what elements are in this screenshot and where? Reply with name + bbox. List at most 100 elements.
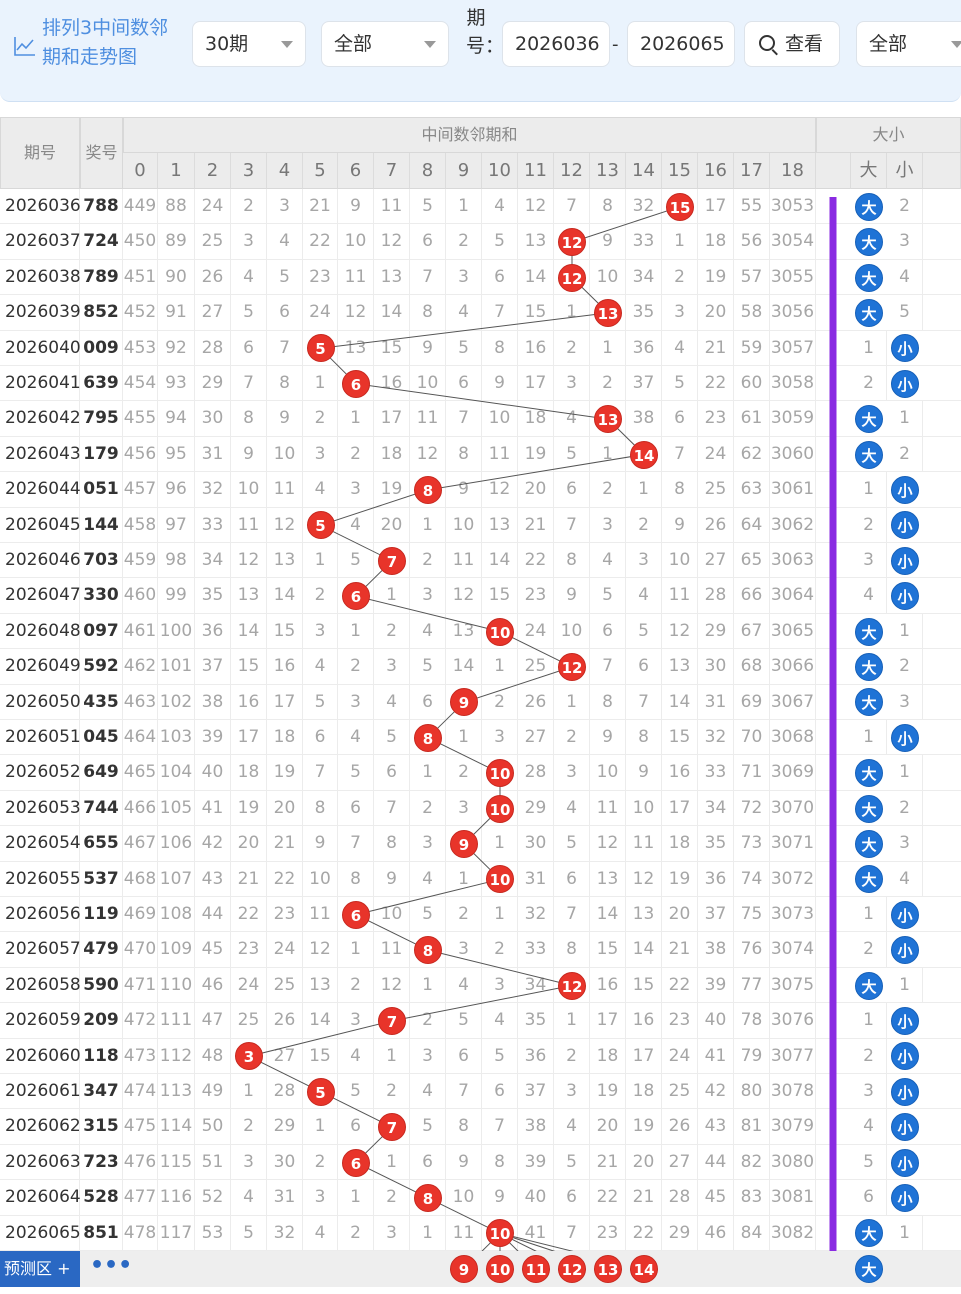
- predict-button[interactable]: 预测区 +: [0, 1251, 80, 1287]
- value-cell: 7: [554, 507, 590, 543]
- value-cell: 13: [662, 649, 698, 685]
- value-cell: 2: [446, 897, 482, 933]
- value-cell: 3058: [770, 366, 816, 402]
- value-cell: 3067: [770, 684, 816, 720]
- value-cell: 3: [303, 436, 338, 473]
- big-omit-cell: 2: [851, 507, 887, 543]
- value-cell: 12: [626, 861, 662, 897]
- filter-select[interactable]: 全部: [321, 21, 449, 67]
- value-cell: 77: [734, 967, 770, 1004]
- value-cell: 8: [590, 189, 626, 225]
- issue-from-input[interactable]: 2026036: [502, 21, 610, 67]
- hit-ball: 8: [414, 723, 442, 752]
- small-header: 小: [887, 153, 923, 189]
- value-cell: 12: [482, 472, 518, 508]
- value-cell: 72: [734, 790, 770, 827]
- value-cell: 18: [374, 436, 410, 473]
- value-cell: 73: [734, 826, 770, 862]
- value-cell: 1: [590, 330, 626, 366]
- row-divider: [0, 860, 961, 862]
- value-cell: 460: [123, 578, 158, 614]
- value-cell: 474: [123, 1074, 158, 1110]
- prize-cell: 703: [80, 543, 123, 579]
- num-header-7: 7: [374, 153, 410, 189]
- period-cell: 2026040: [0, 330, 81, 366]
- value-cell: 6: [338, 790, 374, 827]
- period-cell: 2026043: [0, 436, 81, 473]
- value-cell: 2: [590, 366, 626, 402]
- value-cell: 4: [482, 189, 518, 225]
- value-cell: 9: [662, 507, 698, 543]
- value-cell: 451: [123, 259, 158, 296]
- value-cell: 3081: [770, 1180, 816, 1216]
- num-header-3: 3: [231, 153, 267, 189]
- value-cell: 455: [123, 401, 158, 437]
- row-divider: [0, 648, 961, 650]
- value-cell: 7: [446, 1074, 482, 1110]
- big-ball: 大: [855, 263, 883, 292]
- value-cell: 15: [374, 330, 410, 366]
- filter2-select[interactable]: 全部: [856, 21, 961, 67]
- small-omit-cell: 1: [887, 1215, 923, 1251]
- value-cell: 13: [231, 578, 267, 614]
- value-cell: 3078: [770, 1074, 816, 1110]
- value-cell: 46: [195, 967, 231, 1004]
- value-cell: 7: [374, 790, 410, 827]
- period-count-value: 30期: [205, 33, 249, 55]
- value-cell: 11: [374, 932, 410, 968]
- value-cell: 116: [158, 1180, 195, 1216]
- value-cell: 7: [410, 259, 446, 296]
- small-ball: 小: [891, 1113, 919, 1142]
- row-divider: [0, 1250, 961, 1251]
- big-omit-cell: 3: [851, 543, 887, 579]
- value-cell: 19: [626, 1109, 662, 1145]
- hit-ball: 12: [558, 652, 586, 681]
- value-cell: 4: [374, 684, 410, 720]
- value-cell: 24: [698, 436, 734, 473]
- value-cell: 64: [734, 507, 770, 543]
- value-cell: 43: [698, 1109, 734, 1145]
- issue-to-input[interactable]: 2026065: [627, 21, 735, 67]
- prize-cell: 118: [80, 1038, 123, 1074]
- value-cell: 468: [123, 861, 158, 897]
- value-cell: 1: [446, 861, 482, 897]
- value-cell: 22: [303, 224, 338, 260]
- big-omit-cell: 1: [851, 720, 887, 756]
- value-cell: 2: [410, 1003, 446, 1039]
- value-cell: 76: [734, 932, 770, 968]
- period-cell: 2026037: [0, 224, 81, 260]
- value-cell: 20: [374, 507, 410, 543]
- value-cell: 11: [446, 543, 482, 579]
- value-cell: 8: [482, 330, 518, 366]
- small-omit-cell: 4: [887, 861, 923, 897]
- hit-ball: 6: [342, 582, 370, 611]
- value-cell: 21: [590, 1144, 626, 1181]
- prize-cell: 649: [80, 755, 123, 791]
- value-cell: 11: [482, 436, 518, 473]
- value-cell: 15: [626, 967, 662, 1004]
- value-cell: 5: [303, 684, 338, 720]
- value-cell: 14: [446, 649, 482, 685]
- value-cell: 13: [626, 897, 662, 933]
- value-cell: 4: [267, 224, 303, 260]
- value-cell: 16: [267, 649, 303, 685]
- big-ball: 大: [855, 865, 883, 894]
- value-cell: 26: [662, 1109, 698, 1145]
- value-cell: 4: [338, 1038, 374, 1074]
- value-cell: 18: [662, 826, 698, 862]
- predict-ball: 14: [630, 1255, 658, 1283]
- value-cell: 462: [123, 649, 158, 685]
- value-cell: 3075: [770, 967, 816, 1004]
- value-cell: 40: [195, 755, 231, 791]
- small-ball: 小: [891, 1006, 919, 1035]
- period-count-select[interactable]: 30期: [192, 21, 306, 67]
- more-icon[interactable]: •••: [90, 1253, 133, 1278]
- period-cell: 2026053: [0, 790, 81, 827]
- value-cell: 13: [482, 507, 518, 543]
- value-cell: 6: [626, 649, 662, 685]
- hit-ball: 13: [594, 405, 622, 434]
- value-cell: 9: [626, 755, 662, 791]
- plus-icon: +: [57, 1259, 71, 1278]
- search-button[interactable]: 查看: [744, 21, 840, 67]
- prize-cell: 528: [80, 1180, 123, 1216]
